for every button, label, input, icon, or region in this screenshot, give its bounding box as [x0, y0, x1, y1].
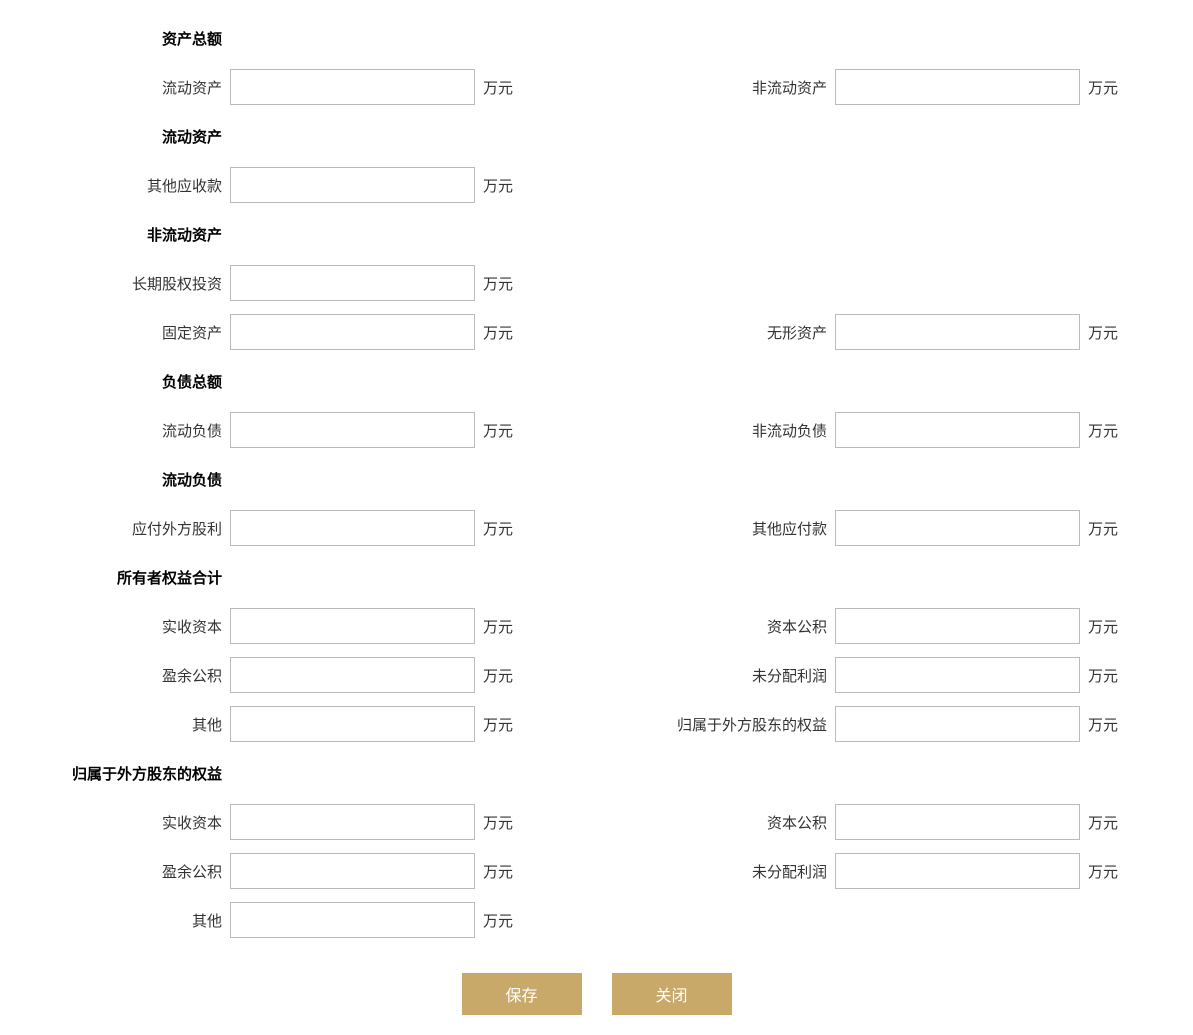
unit-label: 万元 [483, 812, 513, 833]
unit-label: 万元 [483, 616, 513, 637]
row-surplus-reserve-1: 盈余公积 万元 未分配利润 万元 [20, 657, 1173, 693]
save-button[interactable]: 保存 [462, 973, 582, 1015]
financial-form: 资产总额 流动资产 万元 非流动资产 万元 流动资产 其他应收款 万元 非流动资… [0, 20, 1193, 1015]
section-current-liabilities: 流动负债 [20, 461, 1173, 497]
label-noncurrent-liabilities: 非流动负债 [650, 420, 835, 441]
label-undistributed-profit-1: 未分配利润 [650, 665, 835, 686]
input-paid-in-capital-2[interactable] [230, 804, 475, 840]
unit-label: 万元 [1088, 616, 1118, 637]
unit-label: 万元 [483, 665, 513, 686]
unit-label: 万元 [483, 175, 513, 196]
row-current-liabilities: 流动负债 万元 非流动负债 万元 [20, 412, 1173, 448]
label-other-payables: 其他应付款 [650, 518, 835, 539]
row-other-2: 其他 万元 [20, 902, 1173, 938]
input-noncurrent-liabilities[interactable] [835, 412, 1080, 448]
unit-label: 万元 [1088, 420, 1118, 441]
label-intangible-assets: 无形资产 [650, 322, 835, 343]
form-actions: 保存 关闭 [20, 973, 1173, 1015]
input-current-assets[interactable] [230, 69, 475, 105]
unit-label: 万元 [1088, 518, 1118, 539]
unit-label: 万元 [1088, 665, 1118, 686]
label-surplus-reserve-1: 盈余公积 [20, 665, 230, 686]
label-paid-in-capital-2: 实收资本 [20, 812, 230, 833]
label-fixed-assets: 固定资产 [20, 322, 230, 343]
unit-label: 万元 [483, 77, 513, 98]
label-surplus-reserve-2: 盈余公积 [20, 861, 230, 882]
input-paid-in-capital-1[interactable] [230, 608, 475, 644]
label-capital-reserve-1: 资本公积 [650, 616, 835, 637]
row-other-1: 其他 万元 归属于外方股东的权益 万元 [20, 706, 1173, 742]
unit-label: 万元 [483, 420, 513, 441]
unit-label: 万元 [483, 714, 513, 735]
section-noncurrent-assets: 非流动资产 [20, 216, 1173, 252]
label-other-2: 其他 [20, 910, 230, 931]
input-fixed-assets[interactable] [230, 314, 475, 350]
label-noncurrent-assets: 非流动资产 [650, 77, 835, 98]
header-noncurrent-assets: 非流动资产 [20, 224, 230, 245]
unit-label: 万元 [1088, 861, 1118, 882]
input-longterm-equity[interactable] [230, 265, 475, 301]
row-paid-in-capital-1: 实收资本 万元 资本公积 万元 [20, 608, 1173, 644]
label-paid-in-capital-1: 实收资本 [20, 616, 230, 637]
label-foreign-dividend: 应付外方股利 [20, 518, 230, 539]
section-total-liabilities: 负债总额 [20, 363, 1173, 399]
input-surplus-reserve-1[interactable] [230, 657, 475, 693]
label-undistributed-profit-2: 未分配利润 [650, 861, 835, 882]
label-longterm-equity: 长期股权投资 [20, 273, 230, 294]
row-surplus-reserve-2: 盈余公积 万元 未分配利润 万元 [20, 853, 1173, 889]
input-capital-reserve-1[interactable] [835, 608, 1080, 644]
unit-label: 万元 [483, 910, 513, 931]
label-current-liabilities: 流动负债 [20, 420, 230, 441]
row-longterm-equity: 长期股权投资 万元 [20, 265, 1173, 301]
label-foreign-shareholder-equity: 归属于外方股东的权益 [650, 714, 835, 735]
input-foreign-dividend[interactable] [230, 510, 475, 546]
row-fixed-assets: 固定资产 万元 无形资产 万元 [20, 314, 1173, 350]
label-other-receivables: 其他应收款 [20, 175, 230, 196]
row-current-assets: 流动资产 万元 非流动资产 万元 [20, 69, 1173, 105]
input-other-payables[interactable] [835, 510, 1080, 546]
header-foreign-equity: 归属于外方股东的权益 [20, 763, 230, 784]
unit-label: 万元 [1088, 714, 1118, 735]
input-intangible-assets[interactable] [835, 314, 1080, 350]
label-current-assets: 流动资产 [20, 77, 230, 98]
section-total-assets: 资产总额 [20, 20, 1173, 56]
unit-label: 万元 [1088, 322, 1118, 343]
unit-label: 万元 [483, 273, 513, 294]
row-foreign-dividend: 应付外方股利 万元 其他应付款 万元 [20, 510, 1173, 546]
header-owners-equity: 所有者权益合计 [20, 567, 230, 588]
section-current-assets: 流动资产 [20, 118, 1173, 154]
input-other-receivables[interactable] [230, 167, 475, 203]
header-total-liabilities: 负债总额 [20, 371, 230, 392]
header-current-assets: 流动资产 [20, 126, 230, 147]
input-other-1[interactable] [230, 706, 475, 742]
input-current-liabilities[interactable] [230, 412, 475, 448]
label-capital-reserve-2: 资本公积 [650, 812, 835, 833]
row-other-receivables: 其他应收款 万元 [20, 167, 1173, 203]
header-current-liabilities: 流动负债 [20, 469, 230, 490]
row-paid-in-capital-2: 实收资本 万元 资本公积 万元 [20, 804, 1173, 840]
input-other-2[interactable] [230, 902, 475, 938]
close-button[interactable]: 关闭 [612, 973, 732, 1015]
unit-label: 万元 [483, 322, 513, 343]
input-undistributed-profit-2[interactable] [835, 853, 1080, 889]
label-other-1: 其他 [20, 714, 230, 735]
input-undistributed-profit-1[interactable] [835, 657, 1080, 693]
input-surplus-reserve-2[interactable] [230, 853, 475, 889]
unit-label: 万元 [1088, 812, 1118, 833]
input-noncurrent-assets[interactable] [835, 69, 1080, 105]
header-total-assets: 资产总额 [20, 28, 230, 49]
input-capital-reserve-2[interactable] [835, 804, 1080, 840]
section-foreign-equity: 归属于外方股东的权益 [20, 755, 1173, 791]
unit-label: 万元 [483, 518, 513, 539]
section-owners-equity: 所有者权益合计 [20, 559, 1173, 595]
input-foreign-shareholder-equity[interactable] [835, 706, 1080, 742]
unit-label: 万元 [483, 861, 513, 882]
unit-label: 万元 [1088, 77, 1118, 98]
